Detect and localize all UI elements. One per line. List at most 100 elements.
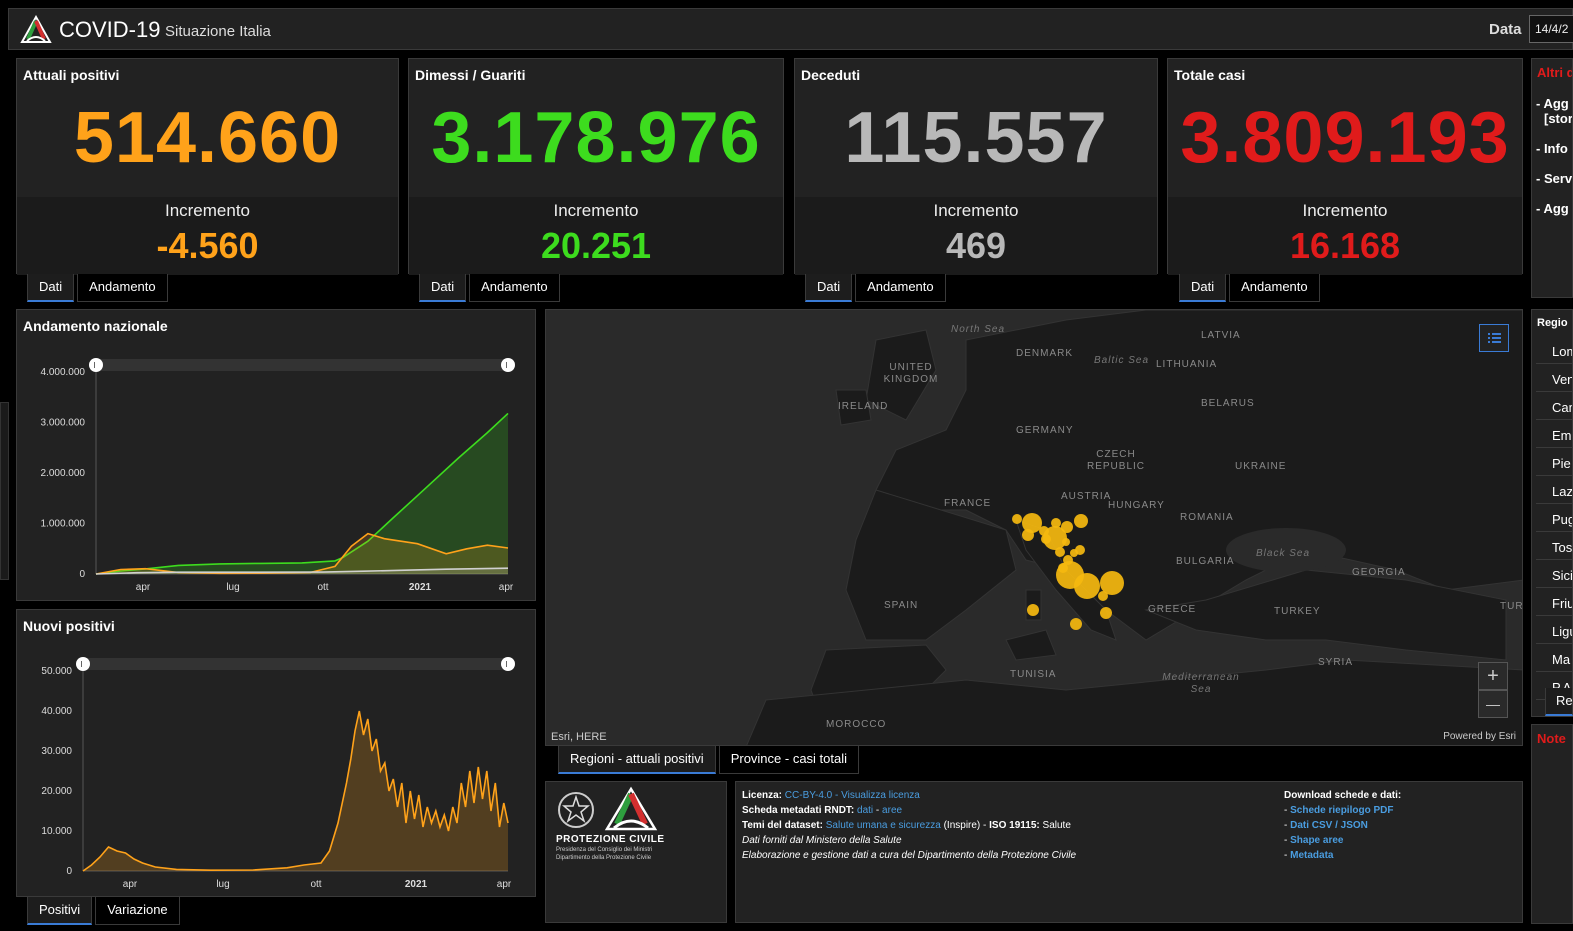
temi-link[interactable]: Salute umana e sicurezza <box>825 820 941 831</box>
tab-regioni-attuali-positivi[interactable]: Regioni - attuali positivi <box>558 746 716 774</box>
regione-item[interactable]: Ma <box>1536 646 1572 672</box>
legend-button[interactable] <box>1479 324 1509 352</box>
region-bubble[interactable] <box>1055 547 1065 557</box>
org-sub2: Dipartimento della Protezione Civile <box>556 855 652 861</box>
tab-province-casi-totali[interactable]: Province - casi totali <box>718 746 860 774</box>
tab-andamento[interactable]: Andamento <box>469 274 560 302</box>
altri-item[interactable]: - Info <box>1536 141 1568 156</box>
map-label: North Sea <box>951 324 1006 335</box>
note-panel: Note <box>1531 724 1573 924</box>
date-selector[interactable]: 14/4/2 <box>1529 15 1573 43</box>
land-shape <box>845 489 1017 641</box>
regione-item[interactable]: Emi <box>1536 422 1572 448</box>
region-bubble[interactable] <box>1027 604 1039 616</box>
separator: - <box>873 805 883 816</box>
regione-item[interactable]: Laz <box>1536 478 1572 504</box>
map-label: ROMANIA <box>1180 512 1234 523</box>
altri-item[interactable]: - Agg <box>1536 201 1569 216</box>
region-bubble[interactable] <box>1041 534 1051 544</box>
region-bubble[interactable] <box>1075 545 1085 555</box>
download-link-shape[interactable]: Shape aree <box>1290 835 1344 846</box>
range-slider-handle-left[interactable] <box>76 657 90 671</box>
tab-positivi[interactable]: Positivi <box>27 897 93 925</box>
kpi-title: Deceduti <box>801 67 861 83</box>
regioni-list-panel: Regio LomVenCamEmiPieLazPugTosSiciFriuLi… <box>1531 309 1573 717</box>
kpi-increment-label: Incremento <box>553 201 639 220</box>
tab-andamento[interactable]: Andamento <box>855 274 946 302</box>
download-link-csv[interactable]: Dati CSV / JSON <box>1290 820 1368 831</box>
y-tick-label: 10.000 <box>41 826 72 837</box>
chart-andamento-nazionale: 4.000.000 3.000.000 2.000.000 1.000.000 0 apr… <box>16 309 536 601</box>
range-slider-handle-right[interactable] <box>501 657 515 671</box>
regione-item[interactable]: Tos <box>1536 534 1572 560</box>
region-bubble[interactable] <box>1051 518 1061 528</box>
licenza-link[interactable]: CC-BY-4.0 <box>784 790 833 801</box>
map-label: SPAIN <box>884 600 919 611</box>
regione-item[interactable]: Pug <box>1536 506 1572 532</box>
series-line[interactable] <box>95 567 509 575</box>
region-bubble[interactable] <box>1100 571 1124 595</box>
series-line[interactable] <box>95 532 509 575</box>
land-shape <box>865 329 937 421</box>
download-link-schede[interactable]: Schede riepilogo PDF <box>1290 805 1394 816</box>
region-bubble[interactable] <box>1074 573 1100 599</box>
visualizza-licenza-link[interactable]: Visualizza licenza <box>841 790 920 801</box>
kpi-increment-label: Incremento <box>933 201 1019 220</box>
tab-andamento[interactable]: Andamento <box>77 274 168 302</box>
region-bubble[interactable] <box>1062 538 1070 546</box>
region-bubble[interactable] <box>1061 521 1073 533</box>
region-bubble[interactable] <box>1100 607 1112 619</box>
chart-tabs: Positivi Variazione <box>27 897 183 925</box>
altri-title: Altri d <box>1537 65 1573 80</box>
app-header: COVID-19 Situazione Italia Data 14/4/2 <box>8 8 1573 50</box>
regione-item[interactable]: Pie <box>1536 450 1572 476</box>
range-slider-track[interactable] <box>83 658 508 670</box>
region-bubble[interactable] <box>1098 591 1108 601</box>
tab-dati[interactable]: Dati <box>419 274 467 302</box>
altri-item[interactable]: - Serv <box>1536 171 1573 186</box>
regione-item[interactable]: Ven <box>1536 366 1572 392</box>
download-link-metadata[interactable]: Metadata <box>1290 850 1334 861</box>
zoom-out-button[interactable]: — <box>1478 690 1508 718</box>
regione-item[interactable]: Cam <box>1536 394 1572 420</box>
region-bubble[interactable] <box>1022 513 1042 533</box>
regione-item[interactable]: Friu <box>1536 590 1572 616</box>
tab-dati[interactable]: Dati <box>27 274 75 302</box>
range-slider-track[interactable] <box>96 359 508 371</box>
dash: - <box>1284 850 1291 861</box>
scheda-aree-link[interactable]: aree <box>882 805 903 816</box>
region-bubble[interactable] <box>1070 618 1082 630</box>
map-credit-left: Esri, HERE <box>551 731 607 743</box>
regione-item[interactable]: Ligu <box>1536 618 1572 644</box>
zoom-in-button[interactable]: + <box>1478 662 1508 690</box>
regione-item[interactable]: Lom <box>1536 338 1572 364</box>
kpi-tabs-2: Dati Andamento <box>419 274 563 302</box>
tab-andamento[interactable]: Andamento <box>1229 274 1320 302</box>
altri-item[interactable]: [stor <box>1544 111 1573 126</box>
series-line[interactable] <box>82 710 509 872</box>
tab-dati[interactable]: Dati <box>1179 274 1227 302</box>
scheda-dati-link[interactable]: dati <box>857 805 874 816</box>
side-panel-handle[interactable] <box>0 402 9 580</box>
tab-dati[interactable]: Dati <box>805 274 853 302</box>
regions-map[interactable]: North Sea LATVIA DENMARK Baltic Sea LITHUANI… <box>545 309 1523 746</box>
dash: - <box>1284 805 1291 816</box>
altri-dati-panel: Altri d - Agg [stor - Info - Serv - Agg <box>1531 58 1573 298</box>
region-bubble[interactable] <box>1043 526 1067 550</box>
series-line[interactable] <box>95 412 509 575</box>
map-label: BULGARIA <box>1176 556 1235 567</box>
range-slider-handle-left[interactable] <box>89 358 103 372</box>
date-label: Data <box>1489 21 1522 38</box>
kpi-attuali-positivi: Attuali positivi 514.660 Incremento -4.5… <box>16 58 399 275</box>
dash: - <box>1284 835 1291 846</box>
land-shape <box>1144 569 1507 661</box>
tab-variazione[interactable]: Variazione <box>95 897 180 925</box>
range-slider-handle-right[interactable] <box>501 358 515 372</box>
tab-regioni[interactable]: Re <box>1545 688 1573 716</box>
region-bubble[interactable] <box>1074 514 1088 528</box>
region-bubble[interactable] <box>1012 514 1022 524</box>
map-label: IRELAND <box>838 401 889 412</box>
altri-item[interactable]: - Agg <box>1536 96 1569 111</box>
regione-item[interactable]: Sici <box>1536 562 1572 588</box>
region-bubble[interactable] <box>1022 529 1034 541</box>
